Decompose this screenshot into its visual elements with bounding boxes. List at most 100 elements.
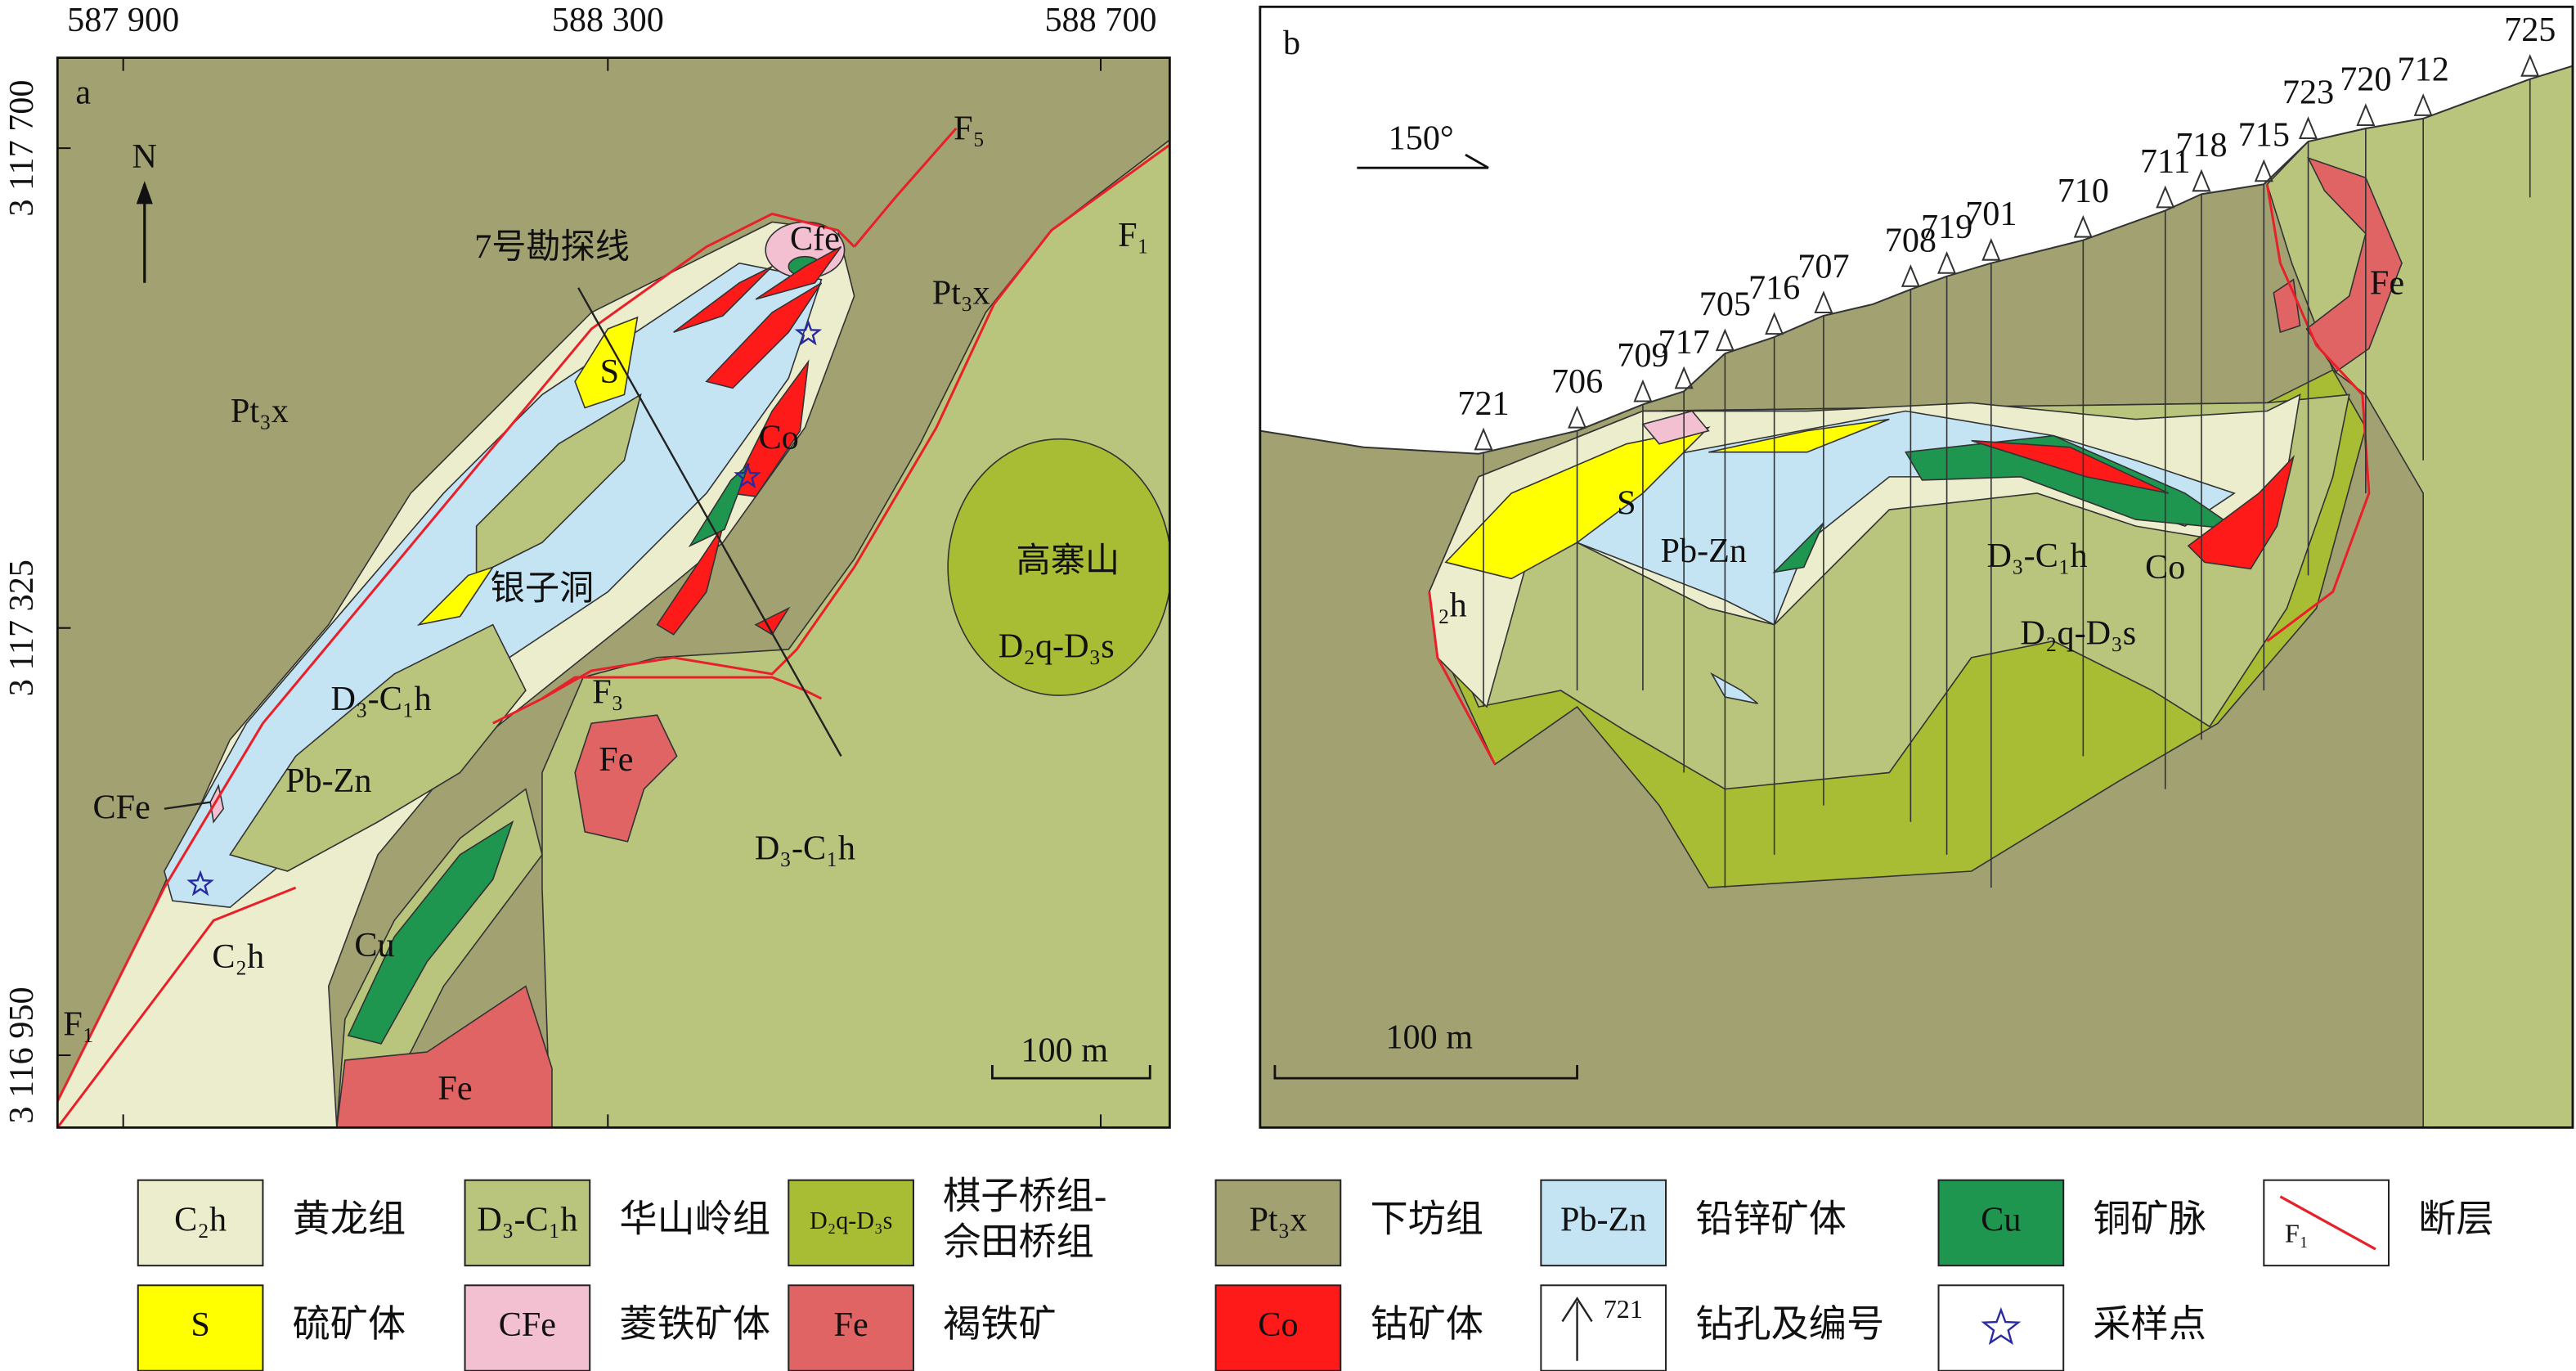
map-label: S bbox=[1617, 484, 1636, 523]
legend-name: 下坊组 bbox=[1370, 1198, 1483, 1240]
map-label: Pt₃x bbox=[231, 392, 289, 430]
map-label: Pb-Zn bbox=[1661, 532, 1747, 570]
cfe-body bbox=[1641, 410, 1710, 445]
fault bbox=[853, 127, 958, 248]
fault bbox=[541, 676, 823, 700]
scale-bar bbox=[990, 1065, 1151, 1080]
drill-hole-label: 706 bbox=[1551, 362, 1603, 401]
drill-hole-label: 725 bbox=[2504, 11, 2556, 49]
drill-symbol bbox=[1474, 427, 1493, 451]
map-label: F₃ bbox=[592, 673, 623, 712]
cu-vein bbox=[1772, 522, 1824, 573]
map-b-frame bbox=[1259, 5, 2574, 1129]
legend-symbol: C₂h bbox=[174, 1201, 227, 1239]
fe-body bbox=[574, 714, 678, 843]
fault bbox=[1428, 591, 1497, 766]
drill-symbol bbox=[1901, 264, 1920, 287]
map-label: D₃-C₁h bbox=[331, 680, 432, 718]
legend-swatch bbox=[137, 1284, 264, 1371]
x-coord-label: 588 300 bbox=[552, 1, 664, 39]
drill-hole-label: 715 bbox=[2238, 116, 2290, 155]
legend-name: 钴矿体 bbox=[1370, 1303, 1483, 1345]
co-body bbox=[656, 525, 724, 636]
map-label: F₁ bbox=[63, 1005, 94, 1044]
drill-symbol bbox=[1561, 1297, 1593, 1323]
drill-hole-label: 718 bbox=[2175, 126, 2227, 164]
s-body bbox=[574, 316, 639, 409]
map-label: 7号勘探线 bbox=[474, 227, 630, 266]
legend-name: 钻孔及编号 bbox=[1695, 1303, 1884, 1345]
drill-symbol bbox=[2413, 93, 2433, 116]
map-b bbox=[1259, 7, 2573, 1128]
drill-hole-label: 709 bbox=[1617, 336, 1668, 375]
direction-label: 150° bbox=[1389, 119, 1454, 158]
drill-symbol bbox=[2254, 159, 2273, 182]
panel-label: a bbox=[75, 73, 91, 111]
map-label: D₂q-D₃s bbox=[2020, 614, 2136, 652]
legend-name: 断层 bbox=[2418, 1198, 2493, 1240]
map-label: Cfe bbox=[790, 219, 840, 258]
map-a-frame bbox=[56, 56, 1171, 1129]
drill-symbol bbox=[2356, 103, 2376, 126]
legend-name: 铜矿脉 bbox=[2093, 1198, 2206, 1240]
legend-symbol: Pt₃x bbox=[1249, 1201, 1307, 1239]
drill-symbol bbox=[2156, 185, 2175, 209]
drill-symbol bbox=[1765, 312, 1784, 335]
co-body bbox=[673, 266, 773, 333]
legend-swatch bbox=[137, 1179, 264, 1267]
map-label: 高寨山 bbox=[1016, 542, 1120, 580]
legend-name: 棋子桥组- bbox=[943, 1175, 1106, 1216]
drill-symbol bbox=[2520, 53, 2540, 77]
ground-surface bbox=[1259, 65, 2573, 455]
fe-body bbox=[336, 985, 553, 1128]
legend-name: 华山岭组 bbox=[619, 1198, 770, 1240]
sample-point bbox=[794, 319, 823, 346]
cu-vein bbox=[1905, 434, 2241, 531]
d3c1h-area bbox=[541, 139, 1170, 1128]
scale-label: 100 m bbox=[1385, 1018, 1473, 1057]
map-label: F₅ bbox=[954, 110, 985, 148]
cu-vein bbox=[347, 820, 514, 1045]
map-label: D₂q-D₃s bbox=[999, 627, 1115, 665]
drill-hole-label: 720 bbox=[2340, 60, 2391, 98]
map-label: Cu bbox=[354, 926, 394, 964]
scale-bar bbox=[1273, 1065, 1578, 1080]
legend-swatch bbox=[1937, 1284, 2065, 1371]
legend-name: 佘田桥组 bbox=[943, 1221, 1094, 1263]
legend-swatch bbox=[1540, 1179, 1667, 1267]
drill-hole-label: 708 bbox=[1885, 221, 1936, 259]
legend-symbol: S bbox=[191, 1306, 209, 1344]
legend-name: 褐铁矿 bbox=[943, 1303, 1057, 1345]
co-body bbox=[729, 359, 810, 497]
drill-hole-label: 719 bbox=[1921, 208, 1972, 246]
drill-hole-label: 716 bbox=[1748, 269, 1800, 308]
pb-zn-lens bbox=[1710, 672, 1759, 704]
drill-hole-label: 712 bbox=[2398, 50, 2449, 88]
map-label: Pb-Zn bbox=[285, 762, 371, 800]
map-label: Co bbox=[2145, 548, 2185, 587]
north-arrow-head bbox=[136, 181, 153, 205]
map-label: C₂h bbox=[212, 937, 264, 976]
map-label: S bbox=[600, 353, 619, 391]
sample-point bbox=[734, 462, 761, 489]
legend: C₂h 黄龙组 D₃-C₁h 华山岭组 D₂q-D₃s 棋子桥组- 佘田桥组 Pt₃x 下坊组 P… bbox=[137, 1175, 2494, 1371]
legend-swatch bbox=[1214, 1179, 1342, 1267]
sample-point bbox=[1981, 1306, 2022, 1346]
map-label: D₃-C₁h bbox=[1987, 537, 2088, 575]
d3c1h-island bbox=[228, 623, 527, 872]
legend-swatch bbox=[788, 1284, 914, 1371]
drill-symbol bbox=[1937, 251, 1957, 274]
direction-arrow-head bbox=[1465, 153, 1489, 169]
drill-symbol bbox=[2298, 116, 2318, 140]
legend-symbol: D₃-C₁h bbox=[477, 1201, 577, 1239]
annotations: 587 900 588 300 588 700 3 117 700 3 117 325 3… bbox=[2, 1, 2574, 1129]
co-body bbox=[755, 245, 842, 300]
x-coord-label: 588 700 bbox=[1044, 1, 1156, 39]
map-a bbox=[57, 57, 1170, 1128]
y-coord-label: 3 117 325 bbox=[2, 560, 41, 696]
s-body bbox=[416, 565, 495, 626]
legend-symbol: 721 bbox=[1604, 1294, 1643, 1324]
drill-symbol bbox=[1814, 290, 1833, 313]
legend-name: 黄龙组 bbox=[293, 1198, 406, 1240]
drill-symbol bbox=[1633, 379, 1653, 402]
